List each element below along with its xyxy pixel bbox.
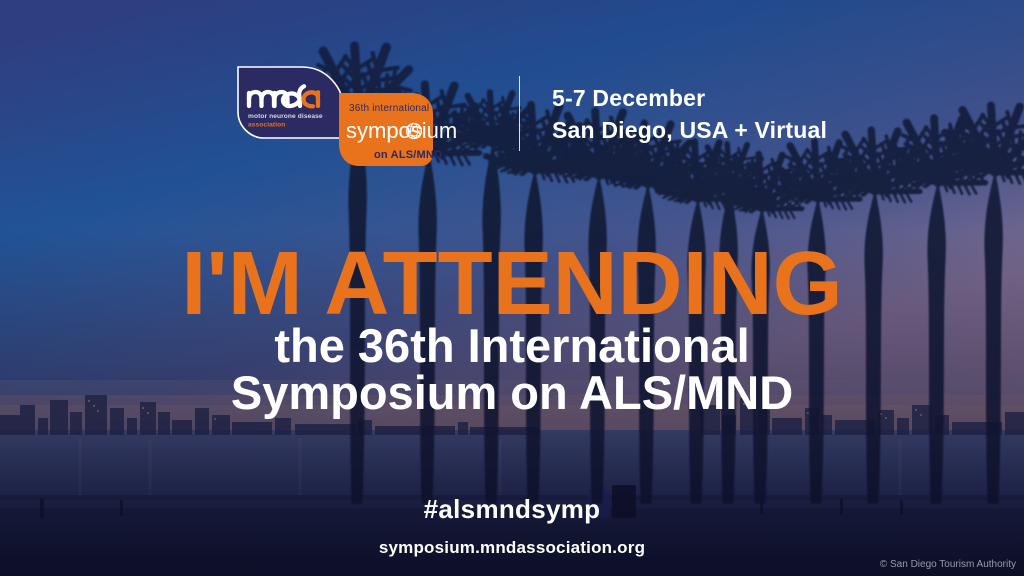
svg-text:36th international: 36th international xyxy=(349,103,429,114)
svg-text:symposium: symposium xyxy=(346,118,457,143)
svg-text:motor neurone disease: motor neurone disease xyxy=(248,113,323,120)
svg-text:on ALS/MND: on ALS/MND xyxy=(374,149,442,161)
svg-text:association: association xyxy=(248,122,285,129)
